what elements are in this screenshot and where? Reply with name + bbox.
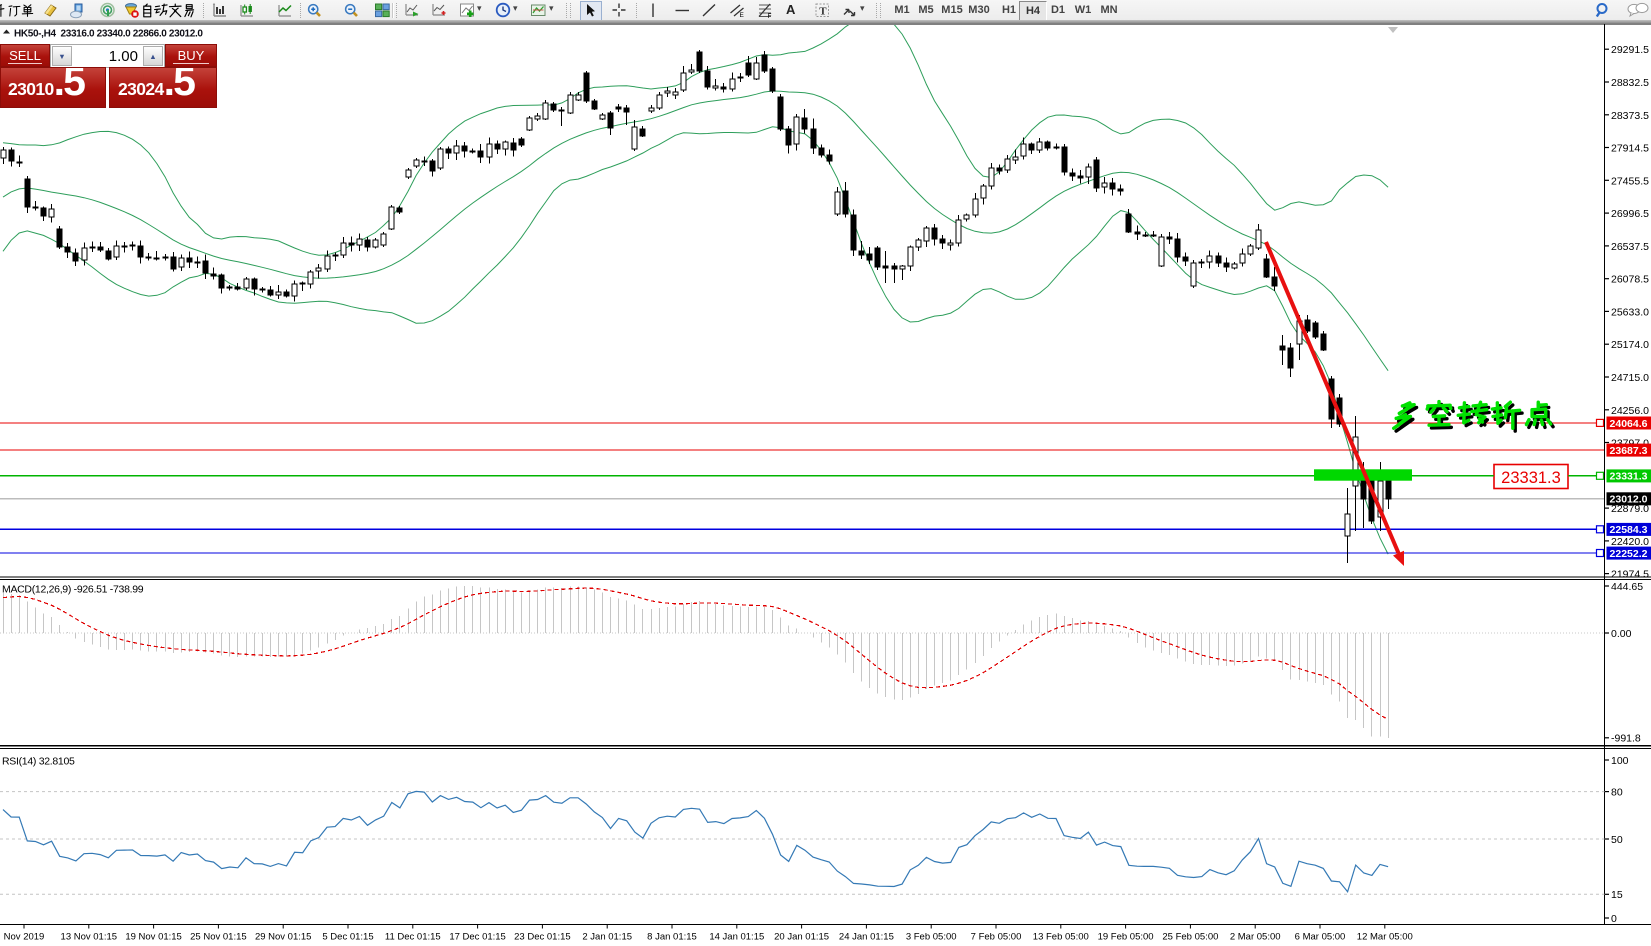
svg-text:15: 15 — [1611, 889, 1623, 901]
svg-text:25633.0: 25633.0 — [1611, 306, 1649, 318]
svg-text:0.00: 0.00 — [1611, 628, 1632, 640]
svg-text:MACD(12,26,9) -926.51 -738.99: MACD(12,26,9) -926.51 -738.99 — [2, 584, 144, 596]
svg-text:444.65: 444.65 — [1611, 581, 1643, 593]
svg-text:100: 100 — [1611, 755, 1629, 767]
svg-text:2 Jan 01:15: 2 Jan 01:15 — [582, 932, 632, 943]
svg-text:13 Feb 05:00: 13 Feb 05:00 — [1033, 932, 1089, 943]
svg-text:23012.0: 23012.0 — [1610, 494, 1648, 506]
svg-text:E: E — [740, 12, 745, 19]
svg-text:6 Mar 05:00: 6 Mar 05:00 — [1295, 932, 1346, 943]
svg-text:22584.3: 22584.3 — [1610, 524, 1648, 536]
svg-text:8 Jan 01:15: 8 Jan 01:15 — [647, 932, 697, 943]
svg-text:7 Feb 05:00: 7 Feb 05:00 — [971, 932, 1022, 943]
svg-text:23 Dec 01:15: 23 Dec 01:15 — [514, 932, 571, 943]
svg-text:25 Feb 05:00: 25 Feb 05:00 — [1162, 932, 1218, 943]
svg-text:Nov 2019: Nov 2019 — [4, 932, 45, 943]
svg-text:27455.5: 27455.5 — [1611, 175, 1649, 187]
svg-text:12 Mar 05:00: 12 Mar 05:00 — [1357, 932, 1413, 943]
svg-text:22420.0: 22420.0 — [1611, 536, 1649, 548]
svg-text:26078.5: 26078.5 — [1611, 274, 1649, 286]
svg-text:13 Nov 01:15: 13 Nov 01:15 — [61, 932, 118, 943]
svg-text:19 Feb 05:00: 19 Feb 05:00 — [1098, 932, 1154, 943]
svg-text:T: T — [819, 6, 827, 18]
svg-text:14 Jan 01:15: 14 Jan 01:15 — [709, 932, 764, 943]
svg-text:3 Feb 05:00: 3 Feb 05:00 — [906, 932, 957, 943]
svg-text:25 Nov 01:15: 25 Nov 01:15 — [190, 932, 247, 943]
svg-text:HK50-,H4 23316.0 23340.0 2286: HK50-,H4 23316.0 23340.0 22866.0 23012.0 — [14, 29, 203, 40]
svg-text:21974.5: 21974.5 — [1611, 569, 1649, 581]
svg-text:28832.5: 28832.5 — [1611, 77, 1649, 89]
svg-text:26996.5: 26996.5 — [1611, 208, 1649, 220]
svg-text:RSI(14) 32.8105: RSI(14) 32.8105 — [2, 756, 75, 768]
svg-text:0: 0 — [1611, 913, 1617, 925]
svg-text:50: 50 — [1611, 834, 1623, 846]
svg-text:22252.2: 22252.2 — [1610, 548, 1648, 560]
svg-text:27914.5: 27914.5 — [1611, 143, 1649, 155]
svg-text:28373.5: 28373.5 — [1611, 110, 1649, 122]
svg-text:24 Jan 01:15: 24 Jan 01:15 — [839, 932, 894, 943]
svg-text:80: 80 — [1611, 786, 1623, 798]
svg-text:23331.3: 23331.3 — [1501, 469, 1561, 487]
svg-text:23687.3: 23687.3 — [1610, 445, 1648, 457]
svg-text:2 Mar 05:00: 2 Mar 05:00 — [1230, 932, 1281, 943]
svg-text:19 Nov 01:15: 19 Nov 01:15 — [125, 932, 182, 943]
svg-text:29 Nov 01:15: 29 Nov 01:15 — [255, 932, 312, 943]
svg-text:25174.0: 25174.0 — [1611, 339, 1649, 351]
svg-text:22879.0: 22879.0 — [1611, 503, 1649, 515]
svg-text:24064.6: 24064.6 — [1610, 418, 1648, 430]
svg-text:5 Dec 01:15: 5 Dec 01:15 — [322, 932, 373, 943]
svg-text:F: F — [768, 13, 772, 19]
svg-text:26537.5: 26537.5 — [1611, 241, 1649, 253]
svg-text:24715.0: 24715.0 — [1611, 372, 1649, 384]
svg-text:29291.5: 29291.5 — [1611, 44, 1649, 56]
svg-text:23331.3: 23331.3 — [1610, 471, 1648, 483]
svg-text:17 Dec 01:15: 17 Dec 01:15 — [449, 932, 506, 943]
svg-text:24256.0: 24256.0 — [1611, 405, 1649, 417]
svg-text:20 Jan 01:15: 20 Jan 01:15 — [774, 932, 829, 943]
svg-text:-991.8: -991.8 — [1611, 733, 1641, 745]
svg-text:11 Dec 01:15: 11 Dec 01:15 — [385, 932, 441, 943]
